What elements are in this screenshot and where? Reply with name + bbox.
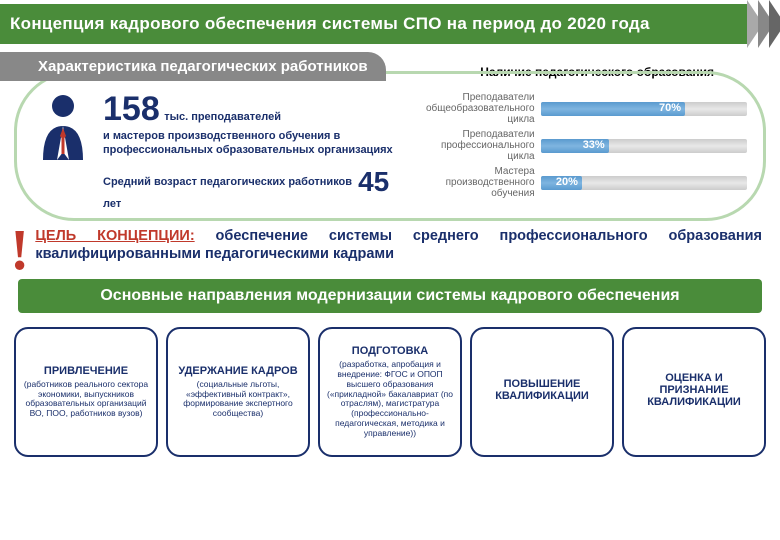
- bar-track: 33%: [541, 139, 747, 153]
- box-title: ПОВЫШЕНИЕ КВАЛИФИКАЦИИ: [478, 378, 606, 402]
- bar-row: Преподаватели профессионального цикла 33…: [415, 129, 747, 162]
- direction-box: УДЕРЖАНИЕ КАДРОВ (социальные льготы, «эф…: [166, 327, 310, 457]
- bar-pct: 20%: [556, 176, 578, 188]
- direction-box: ПРИВЛЕЧЕНИЕ (работников реального сектор…: [14, 327, 158, 457]
- page-header: Концепция кадрового обеспечения системы …: [0, 4, 749, 44]
- bar-pct: 70%: [659, 102, 681, 114]
- teacher-icon: [35, 92, 91, 210]
- goal-text: ЦЕЛЬ КОНЦЕПЦИИ: обеспечение системы сред…: [35, 227, 762, 265]
- box-desc: (социальные льготы, «эффективный контрак…: [174, 380, 302, 419]
- bar-track: 70%: [541, 102, 747, 116]
- chevron-decor: [747, 0, 780, 48]
- direction-box: ОЦЕНКА И ПРИЗНАНИЕ КВАЛИФИКАЦИИ: [622, 327, 766, 457]
- exclamation-icon: !: [10, 227, 29, 273]
- section-subtitle: Характеристика педагогических работников: [0, 52, 386, 81]
- teacher-count: 158: [103, 92, 160, 126]
- box-title: ПОДГОТОВКА: [326, 345, 454, 357]
- bar-track: 20%: [541, 176, 747, 190]
- bar-fill: 70%: [541, 102, 685, 116]
- bar-label: Мастера производственного обучения: [415, 166, 535, 199]
- bar-pct: 33%: [583, 139, 605, 151]
- age-prefix: Средний возраст педагогических работнико…: [103, 175, 352, 187]
- age-suffix: лет: [103, 198, 121, 210]
- teacher-desc: и мастеров производственного обучения в …: [103, 130, 401, 158]
- directions-title: Основные направления модернизации систем…: [18, 279, 762, 313]
- bar-label: Преподаватели общеобразовательного цикла: [415, 92, 535, 125]
- bar-fill: 33%: [541, 139, 609, 153]
- bar-chart: Преподаватели общеобразовательного цикла…: [415, 92, 747, 210]
- teacher-count-suffix: тыс. преподавателей: [164, 111, 281, 123]
- direction-box: ПОДГОТОВКА (разработка, апробация и внед…: [318, 327, 462, 457]
- box-title: ПРИВЛЕЧЕНИЕ: [22, 365, 150, 377]
- direction-boxes: ПРИВЛЕЧЕНИЕ (работников реального сектор…: [14, 327, 766, 457]
- direction-box: ПОВЫШЕНИЕ КВАЛИФИКАЦИИ: [470, 327, 614, 457]
- stats-oval: 158 тыс. преподавателей и мастеров произ…: [14, 71, 766, 221]
- goal-label: ЦЕЛЬ КОНЦЕПЦИИ:: [35, 228, 194, 244]
- bar-row: Мастера производственного обучения 20%: [415, 166, 747, 199]
- bar-row: Преподаватели общеобразовательного цикла…: [415, 92, 747, 125]
- box-desc: (разработка, апробация и внедрение: ФГОС…: [326, 360, 454, 438]
- age-number: 45: [358, 166, 389, 197]
- bar-fill: 20%: [541, 176, 582, 190]
- box-title: ОЦЕНКА И ПРИЗНАНИЕ КВАЛИФИКАЦИИ: [630, 372, 758, 408]
- bar-label: Преподаватели профессионального цикла: [415, 129, 535, 162]
- box-desc: (работников реального сектора экономики,…: [22, 380, 150, 419]
- box-title: УДЕРЖАНИЕ КАДРОВ: [174, 365, 302, 377]
